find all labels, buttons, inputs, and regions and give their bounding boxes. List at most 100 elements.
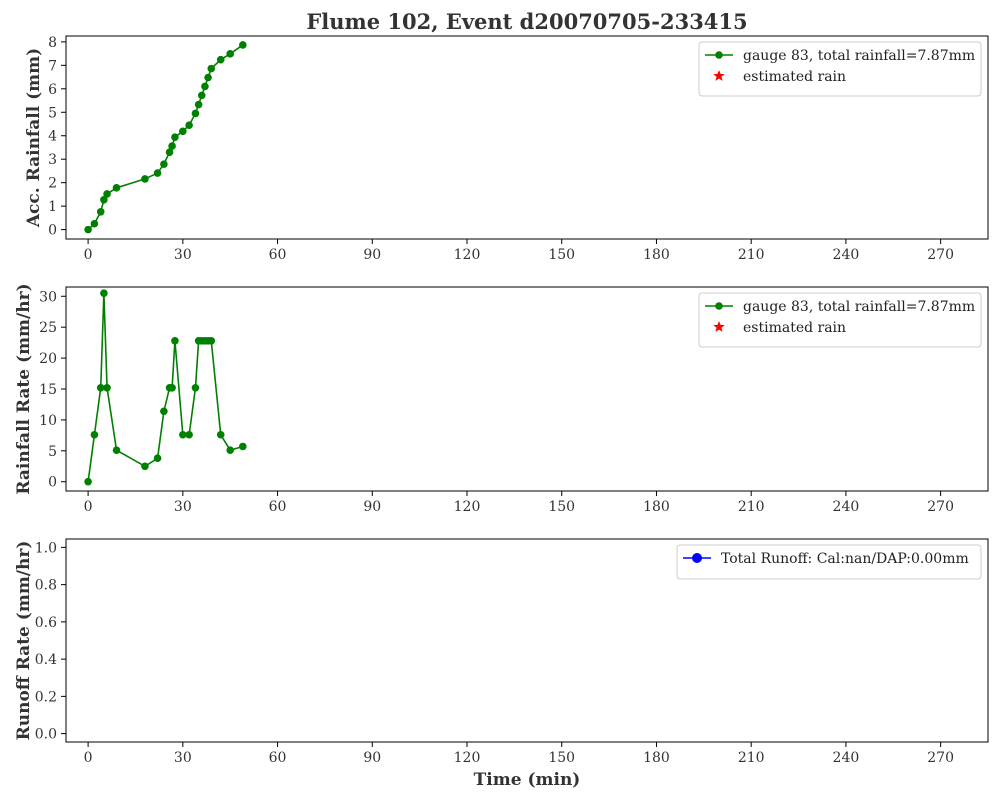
- x-tick-label: 150: [548, 247, 575, 263]
- y-axis-label: Acc. Rainfall (mm): [24, 48, 44, 228]
- y-tick-label: 1: [48, 199, 57, 215]
- x-tick-label: 210: [738, 499, 765, 515]
- data-point: [103, 383, 111, 392]
- series-line-1: [87, 44, 244, 231]
- data-point: [197, 91, 206, 100]
- y-tick-label: 6: [48, 82, 57, 98]
- data-point: [216, 55, 225, 64]
- data-point: [239, 442, 247, 451]
- y-axis-label: Runoff Rate (mm/hr): [14, 541, 34, 741]
- x-tick-label: 270: [927, 750, 954, 766]
- x-tick-label: 120: [454, 247, 481, 263]
- x-tick-label: 180: [643, 247, 670, 263]
- data-point: [96, 383, 105, 392]
- y-tick-label: 0: [48, 475, 57, 491]
- data-point: [112, 446, 121, 455]
- x-tick-label: 180: [643, 499, 670, 515]
- x-tick-label: 240: [833, 499, 860, 515]
- data-point: [103, 190, 111, 198]
- legend: gauge 83, total rainfall=7.87mm estimated…: [698, 41, 982, 97]
- data-point: [84, 225, 92, 234]
- plot-frame: [65, 538, 989, 743]
- legend-box: [698, 292, 982, 348]
- data-point: [185, 121, 193, 129]
- legend-star-icon: [713, 70, 725, 81]
- data-point: [194, 100, 203, 109]
- data-point: [207, 64, 216, 73]
- legend-entry-label: gauge 83, total rainfall=7.87mm: [743, 48, 975, 64]
- x-tick-label: 60: [269, 750, 287, 766]
- x-tick-label: 210: [738, 247, 765, 263]
- x-tick-label: 150: [548, 750, 575, 766]
- data-point: [216, 430, 225, 439]
- x-tick-label: 90: [363, 247, 381, 263]
- x-tick-label: 30: [174, 750, 192, 766]
- x-tick-label: 150: [548, 499, 575, 515]
- legend-entry-label: Total Runoff: Cal:nan/DAP:0.00mm: [721, 551, 969, 567]
- chart-title: Flume 102, Event d20070705-233415: [306, 9, 747, 34]
- y-tick-label: 20: [39, 351, 57, 367]
- x-tick-label: 30: [174, 247, 192, 263]
- data-point: [171, 133, 179, 141]
- x-tick-label: 120: [454, 750, 481, 766]
- x-tick-label: 240: [833, 247, 860, 263]
- legend-entry-label: gauge 83, total rainfall=7.87mm: [743, 299, 975, 315]
- y-tick-label: 5: [48, 444, 57, 460]
- legend: gauge 83, total rainfall=7.87mm estimated…: [698, 292, 982, 348]
- legend-marker-icon: [692, 553, 702, 563]
- data-point: [153, 454, 162, 463]
- y-tick-label: 10: [39, 413, 57, 429]
- x-tick-label: 210: [738, 750, 765, 766]
- data-point: [171, 336, 179, 345]
- x-tick-label: 270: [927, 247, 954, 263]
- data-point: [201, 82, 209, 91]
- data-point: [141, 175, 149, 183]
- data-point: [226, 50, 234, 58]
- x-tick-label: 0: [84, 247, 93, 263]
- x-tick-label: 30: [174, 499, 192, 515]
- y-tick-label: 0.6: [35, 615, 57, 631]
- y-axis-label: Rainfall Rate (mm/hr): [14, 283, 34, 494]
- data-point: [179, 430, 187, 439]
- data-point: [100, 289, 108, 297]
- y-tick-label: 1.0: [35, 540, 57, 556]
- chart-panel-3: 0 30 60 90 120 150 180 210 240 270 0.0 0.2 0.4 0.6 0.8…: [14, 538, 989, 790]
- x-tick-label: 90: [363, 499, 381, 515]
- data-point: [90, 219, 99, 228]
- x-tick-label: 120: [454, 499, 481, 515]
- legend-marker-icon: [715, 51, 723, 59]
- y-tick-label: 5: [48, 105, 57, 121]
- y-tick-label: 0.2: [35, 689, 57, 705]
- data-point: [204, 73, 212, 82]
- y-tick-label: 0: [48, 223, 57, 239]
- x-tick-label: 0: [84, 499, 93, 515]
- plot-frame: [65, 35, 989, 240]
- y-tick-label: 2: [48, 176, 57, 192]
- x-tick-label: 60: [269, 499, 287, 515]
- legend: Total Runoff: Cal:nan/DAP:0.00mm: [676, 544, 982, 580]
- y-tick-label: 0.8: [35, 578, 57, 594]
- data-point: [226, 446, 234, 455]
- legend-box: [698, 41, 982, 97]
- data-point: [179, 127, 187, 136]
- y-tick-label: 30: [39, 289, 57, 305]
- data-point: [191, 383, 200, 392]
- data-point: [165, 148, 174, 156]
- data-point: [160, 160, 168, 168]
- y-tick-label: 3: [48, 152, 57, 168]
- x-tick-label: 180: [643, 750, 670, 766]
- y-tick-label: 25: [39, 320, 57, 336]
- chart-panel-2: 0 30 60 90 120 150 180 210 240 270 0 5 10 15 20 25 30 Rai…: [14, 283, 989, 515]
- y-tick-label: 15: [39, 382, 57, 398]
- x-tick-label: 270: [927, 499, 954, 515]
- x-axis-label: Time (min): [474, 770, 581, 790]
- x-tick-label: 60: [269, 247, 287, 263]
- series-line-1: [87, 293, 244, 482]
- x-tick-label: 240: [833, 750, 860, 766]
- legend-entry-label: estimated rain: [743, 69, 846, 85]
- data-point: [141, 462, 149, 471]
- data-point: [207, 336, 216, 345]
- y-tick-label: 0.4: [35, 652, 57, 668]
